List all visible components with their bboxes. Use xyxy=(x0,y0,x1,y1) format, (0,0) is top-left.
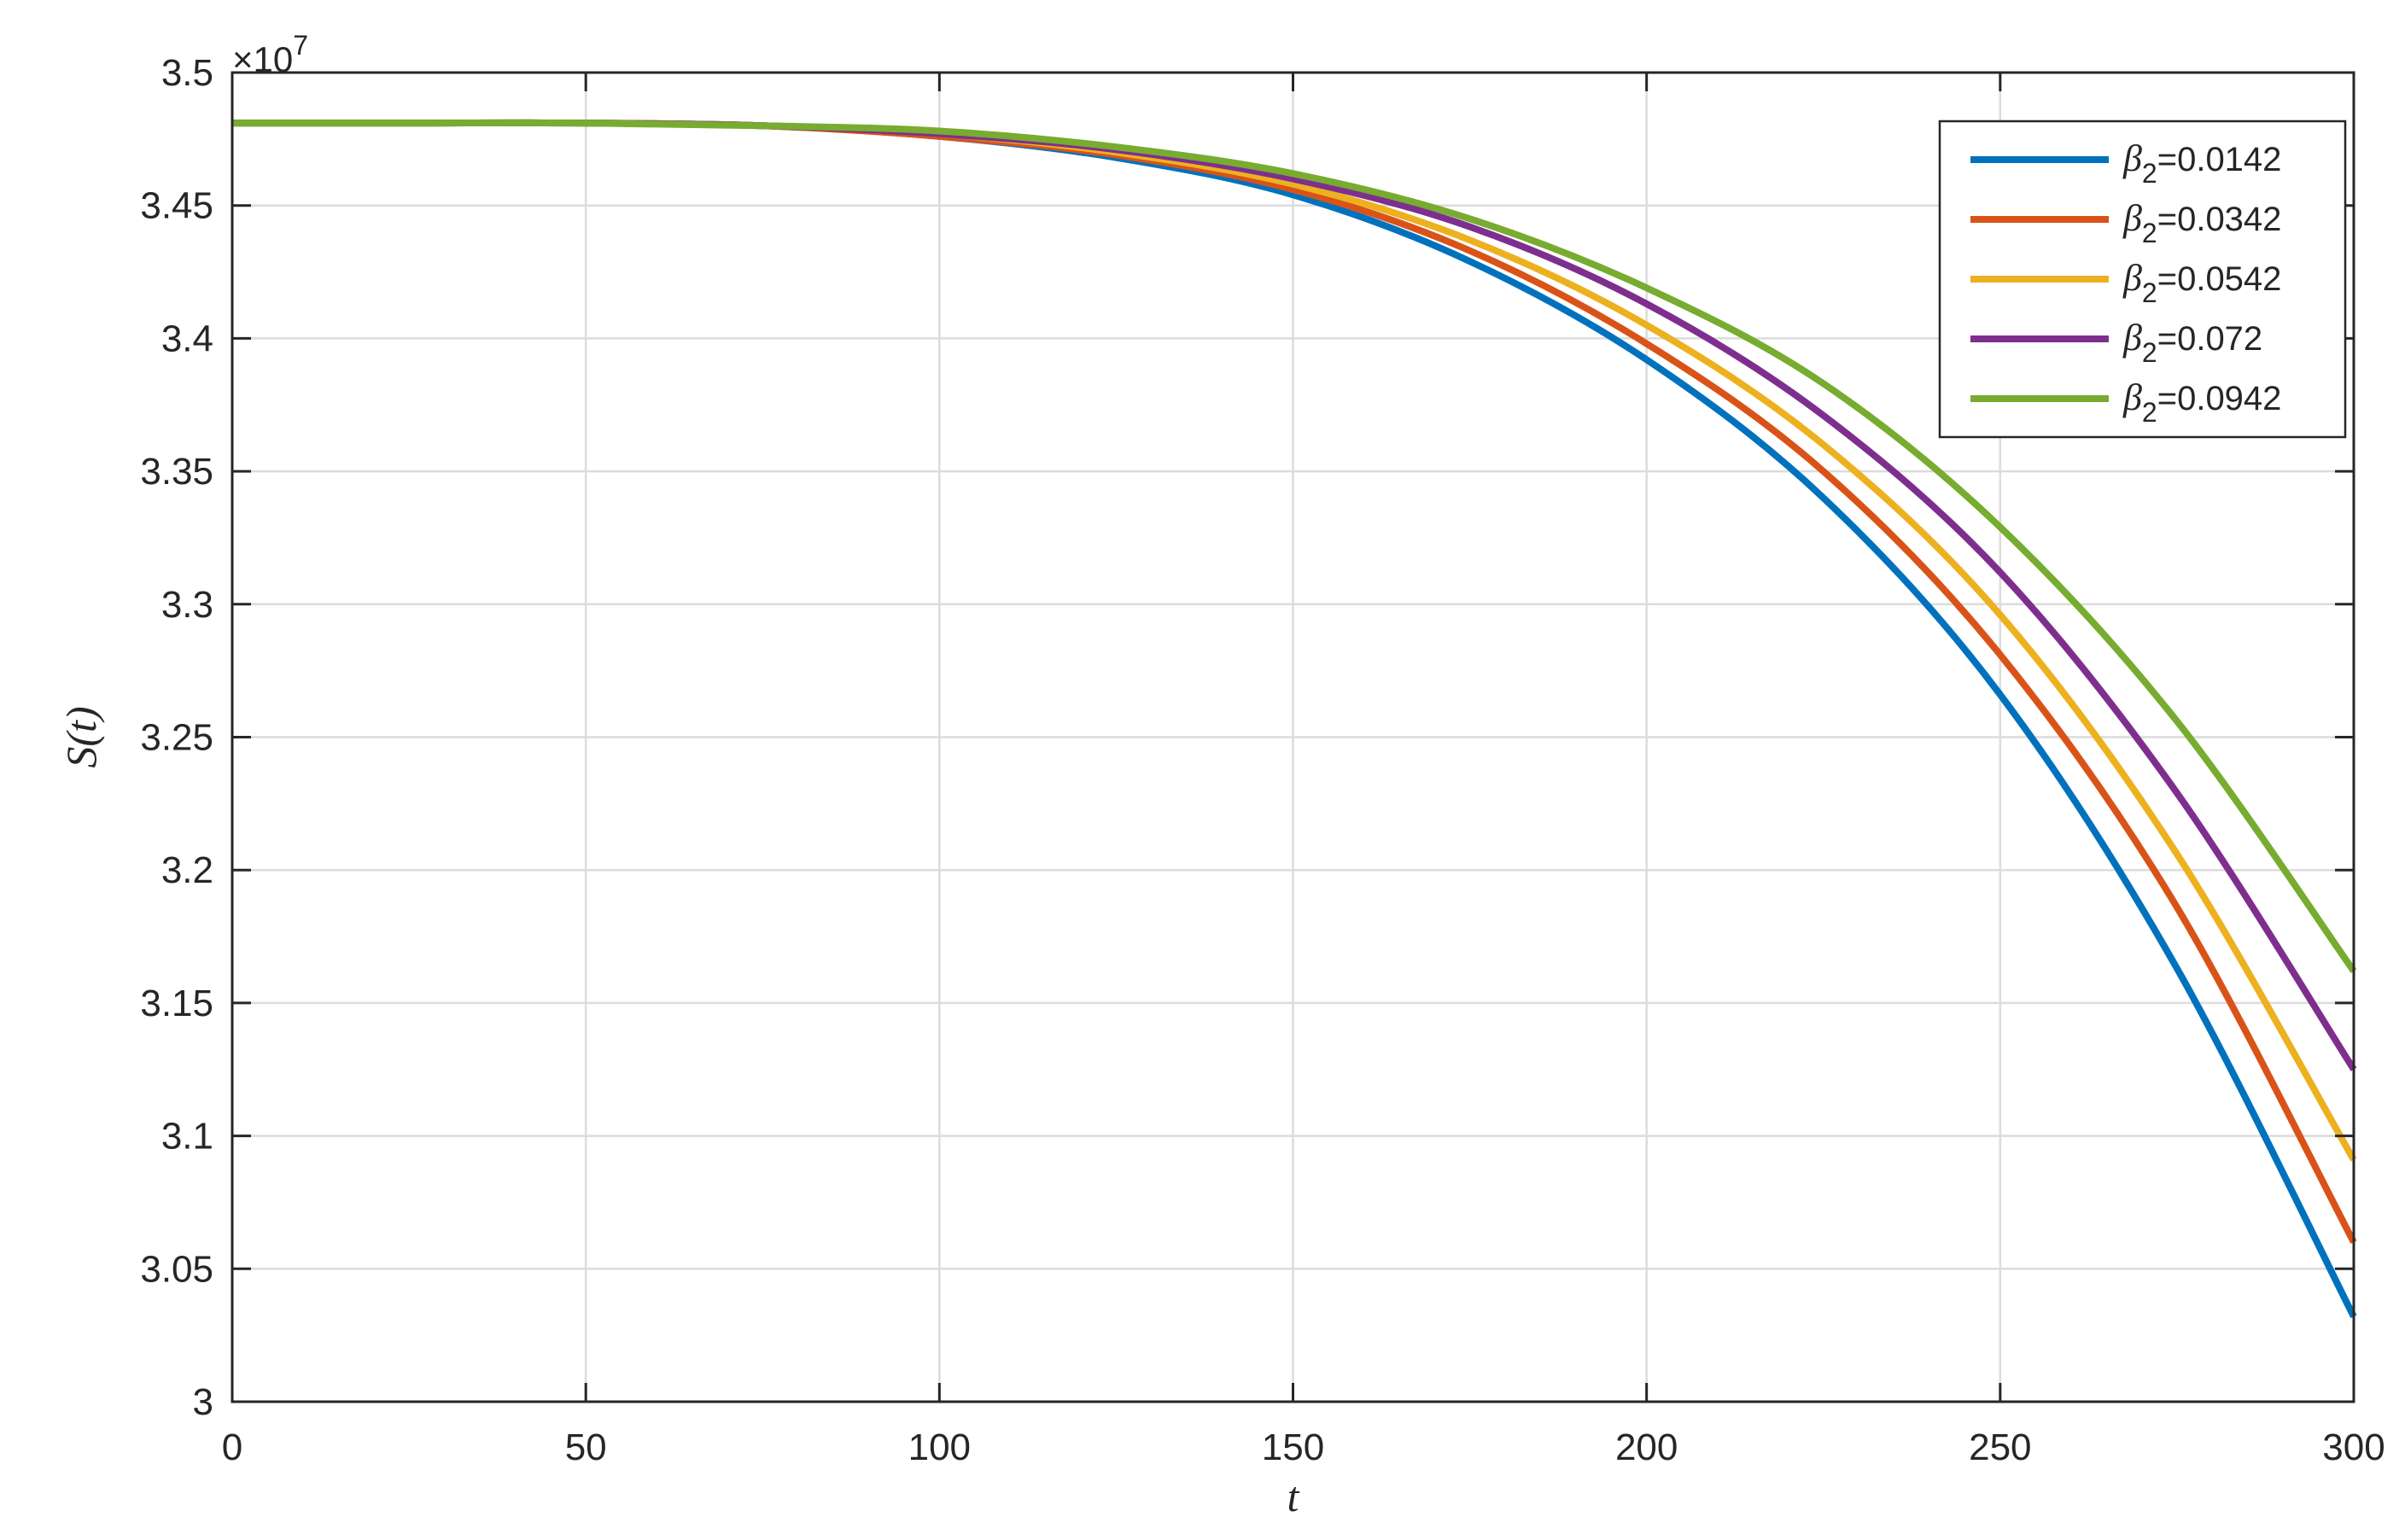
y-axis-title: S(t) xyxy=(57,706,105,767)
y-tick-label: 3.4 xyxy=(161,318,213,359)
y-tick-label: 3.2 xyxy=(161,849,213,891)
y-tick-label: 3.25 xyxy=(140,717,213,759)
legend-value: =0.0342 xyxy=(2157,201,2282,238)
legend-symbol: β xyxy=(2122,257,2142,299)
legend-subscript: 2 xyxy=(2142,337,2157,368)
y-tick-labels: 3 3.05 3.1 3.15 3.2 3.25 3.3 3.35 3.4 3.45 3.5 xyxy=(140,52,213,1423)
y-tick-label: 3.45 xyxy=(140,185,213,227)
legend-item: β2=0.0942 xyxy=(1970,376,2281,428)
legend-label: β2=0.0542 xyxy=(2122,257,2281,308)
legend-item: β2=0.0342 xyxy=(1970,197,2281,248)
legend-subscript: 2 xyxy=(2142,218,2157,248)
y-tick-label: 3.3 xyxy=(161,584,213,626)
legend-symbol: β xyxy=(2122,317,2142,359)
x-tick-label: 150 xyxy=(1262,1426,1324,1468)
exponent-power: 7 xyxy=(293,30,308,61)
legend: β2=0.0142β2=0.0342β2=0.0542β2=0.072β2=0.… xyxy=(1938,120,2347,439)
legend-label: β2=0.0342 xyxy=(2122,197,2281,248)
x-tick-label: 300 xyxy=(2322,1426,2385,1468)
x-tick-label: 200 xyxy=(1615,1426,1678,1468)
legend-subscript: 2 xyxy=(2142,397,2157,428)
x-tick-label: 50 xyxy=(565,1426,607,1468)
legend-symbol: β xyxy=(2122,137,2142,179)
legend-subscript: 2 xyxy=(2142,158,2157,189)
y-tick-label: 3 xyxy=(193,1381,213,1423)
y-tick-label: 3.5 xyxy=(161,52,213,94)
y-axis-exponent: ×107 xyxy=(232,30,308,79)
axis-ticks xyxy=(231,71,2355,1403)
legend-value: =0.0542 xyxy=(2157,260,2282,298)
legend-label: β2=0.0942 xyxy=(2122,376,2281,428)
x-tick-label: 0 xyxy=(222,1426,242,1468)
legend-items: β2=0.0142β2=0.0342β2=0.0542β2=0.072β2=0.… xyxy=(1970,137,2281,428)
x-axis-title: t xyxy=(1287,1473,1300,1520)
legend-value: =0.0942 xyxy=(2157,380,2282,417)
legend-symbol: β xyxy=(2122,376,2142,418)
legend-symbol: β xyxy=(2122,197,2142,239)
legend-label: β2=0.0142 xyxy=(2122,137,2281,189)
legend-subscript: 2 xyxy=(2142,277,2157,308)
legend-item: β2=0.0142 xyxy=(1970,137,2281,189)
legend-label: β2=0.072 xyxy=(2122,317,2262,368)
exponent-base: ×10 xyxy=(232,39,293,79)
series-lines xyxy=(232,119,2357,1319)
legend-item: β2=0.0542 xyxy=(1970,257,2281,308)
series-line xyxy=(232,119,2357,973)
legend-item: β2=0.072 xyxy=(1970,317,2262,368)
y-tick-label: 3.05 xyxy=(140,1248,213,1290)
y-tick-label: 3.35 xyxy=(140,451,213,493)
y-tick-label: 3.15 xyxy=(140,983,213,1024)
x-tick-labels: 0 50 100 150 200 250 300 xyxy=(222,1426,2385,1468)
legend-value: =0.0142 xyxy=(2157,141,2282,178)
x-tick-label: 100 xyxy=(908,1426,971,1468)
x-tick-label: 250 xyxy=(1969,1426,2031,1468)
y-tick-label: 3.1 xyxy=(161,1116,213,1158)
legend-value: =0.072 xyxy=(2157,320,2262,358)
